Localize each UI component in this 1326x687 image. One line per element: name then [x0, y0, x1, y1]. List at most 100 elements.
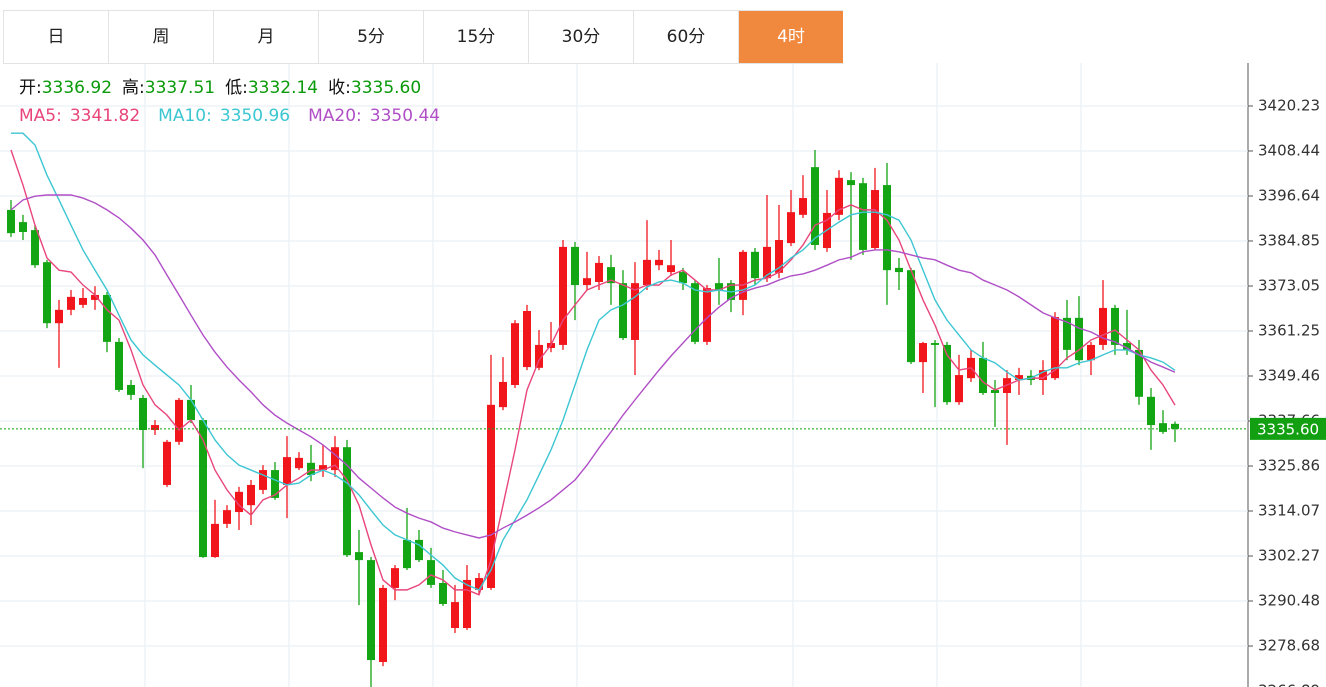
plot	[0, 132, 1248, 687]
ma-value: 3341.82	[70, 106, 140, 126]
candle-body	[1039, 370, 1047, 381]
candle-body	[379, 587, 387, 662]
y-tick-label: 3302.27	[1258, 547, 1320, 565]
candle-body	[259, 470, 267, 490]
period-tab[interactable]: 15分	[423, 11, 528, 63]
candle-body	[931, 343, 939, 345]
candle-body	[1099, 307, 1107, 345]
candle-body	[847, 180, 855, 186]
candle-body	[355, 552, 363, 561]
candle-body	[715, 283, 723, 290]
period-tab[interactable]: 30分	[528, 11, 633, 63]
candle-body	[643, 259, 651, 286]
candle-body	[463, 579, 471, 629]
candle-body	[499, 381, 507, 408]
ma-name: MA10:	[158, 106, 212, 126]
candle-body	[1123, 343, 1131, 350]
candle-body	[7, 209, 15, 234]
candle-body	[619, 283, 627, 339]
candle-body	[319, 465, 327, 471]
y-tick-label: 3373.05	[1258, 276, 1320, 294]
candle-body	[331, 447, 339, 471]
candle-body	[415, 539, 423, 561]
candle-body	[367, 560, 375, 661]
y-tick-label: 3290.48	[1258, 592, 1320, 610]
y-tick-label: 3420.23	[1258, 96, 1320, 114]
candle-body	[883, 185, 891, 271]
ma-line	[10, 149, 1176, 596]
period-tabs: 日周月 5分 15分 30分 60分 4时	[3, 10, 843, 64]
candle-body	[631, 283, 639, 340]
candle-body	[1147, 396, 1155, 426]
candle-body	[667, 265, 675, 273]
candle-body	[427, 560, 435, 585]
y-tick-label: 3349.46	[1258, 366, 1320, 384]
last-price-label: 3335.60	[1257, 420, 1319, 438]
ohlc-label: 开:	[19, 78, 42, 98]
period-tab[interactable]: 月	[213, 11, 318, 63]
candle-body	[187, 399, 195, 421]
candle-body	[475, 578, 483, 590]
candle-body	[1075, 317, 1083, 361]
candle-body	[43, 262, 51, 324]
candle-body	[103, 294, 111, 342]
candle-body	[955, 375, 963, 403]
candle-body	[511, 323, 519, 385]
candle-body	[979, 357, 987, 394]
candle-body	[235, 491, 243, 513]
candle-body	[343, 447, 351, 556]
candle-body	[571, 246, 579, 286]
candle-body	[943, 344, 951, 403]
candle-body	[19, 222, 27, 233]
candle-body	[283, 457, 291, 485]
ohlc-label: 收:	[328, 78, 351, 98]
candle-body	[115, 341, 123, 390]
ohlc-legend: 开:3336.92 高:3337.51 低:3332.14 收:3335.60	[19, 78, 421, 98]
ma-line	[11, 132, 1176, 591]
candle-body	[1159, 423, 1167, 432]
y-tick-label: 3408.44	[1258, 141, 1320, 159]
y-tick-label: 3384.85	[1258, 231, 1320, 249]
candle-body	[199, 420, 207, 558]
candle-body	[799, 198, 807, 215]
candle-body	[79, 298, 87, 305]
candle-body	[787, 212, 795, 244]
period-tab[interactable]: 日	[3, 11, 108, 63]
last-price-box	[1250, 417, 1326, 440]
ohlc-value: 3336.92	[42, 78, 112, 98]
ma-name: MA5:	[19, 106, 62, 126]
candle-body	[583, 278, 591, 286]
candle-body	[871, 190, 879, 249]
period-tab[interactable]: 周	[108, 11, 213, 63]
candle-body	[895, 267, 903, 273]
candle-body	[31, 230, 39, 266]
candle-body	[739, 251, 747, 300]
candle-body	[151, 425, 159, 431]
period-tab[interactable]: 60分	[633, 11, 738, 63]
candle-body	[919, 343, 927, 363]
candle-body	[391, 568, 399, 588]
candle-body	[1015, 375, 1023, 381]
candle-body	[1087, 344, 1095, 361]
candle-body	[607, 267, 615, 284]
candle-body	[907, 270, 915, 363]
candle-body	[1171, 423, 1179, 429]
candle-body	[163, 441, 171, 485]
candle-body	[55, 309, 63, 324]
period-tab[interactable]: 5分	[318, 11, 423, 63]
y-tick-label: 3314.07	[1258, 502, 1320, 520]
candle-body	[1051, 317, 1059, 379]
candle-body	[91, 294, 99, 300]
y-axis: 3420.23 3408.44 3396.64 3384.85 3373.05 3361.…	[1248, 96, 1326, 687]
candle-body	[1063, 317, 1071, 350]
ohlc-value: 3332.14	[248, 78, 318, 98]
candle-body	[775, 240, 783, 273]
candle-body	[763, 246, 771, 279]
candle-body	[127, 384, 135, 395]
period-tab[interactable]: 4时	[738, 11, 843, 63]
ohlc-label: 低:	[225, 78, 248, 98]
candle-body	[139, 397, 147, 431]
candle-body	[595, 262, 603, 282]
